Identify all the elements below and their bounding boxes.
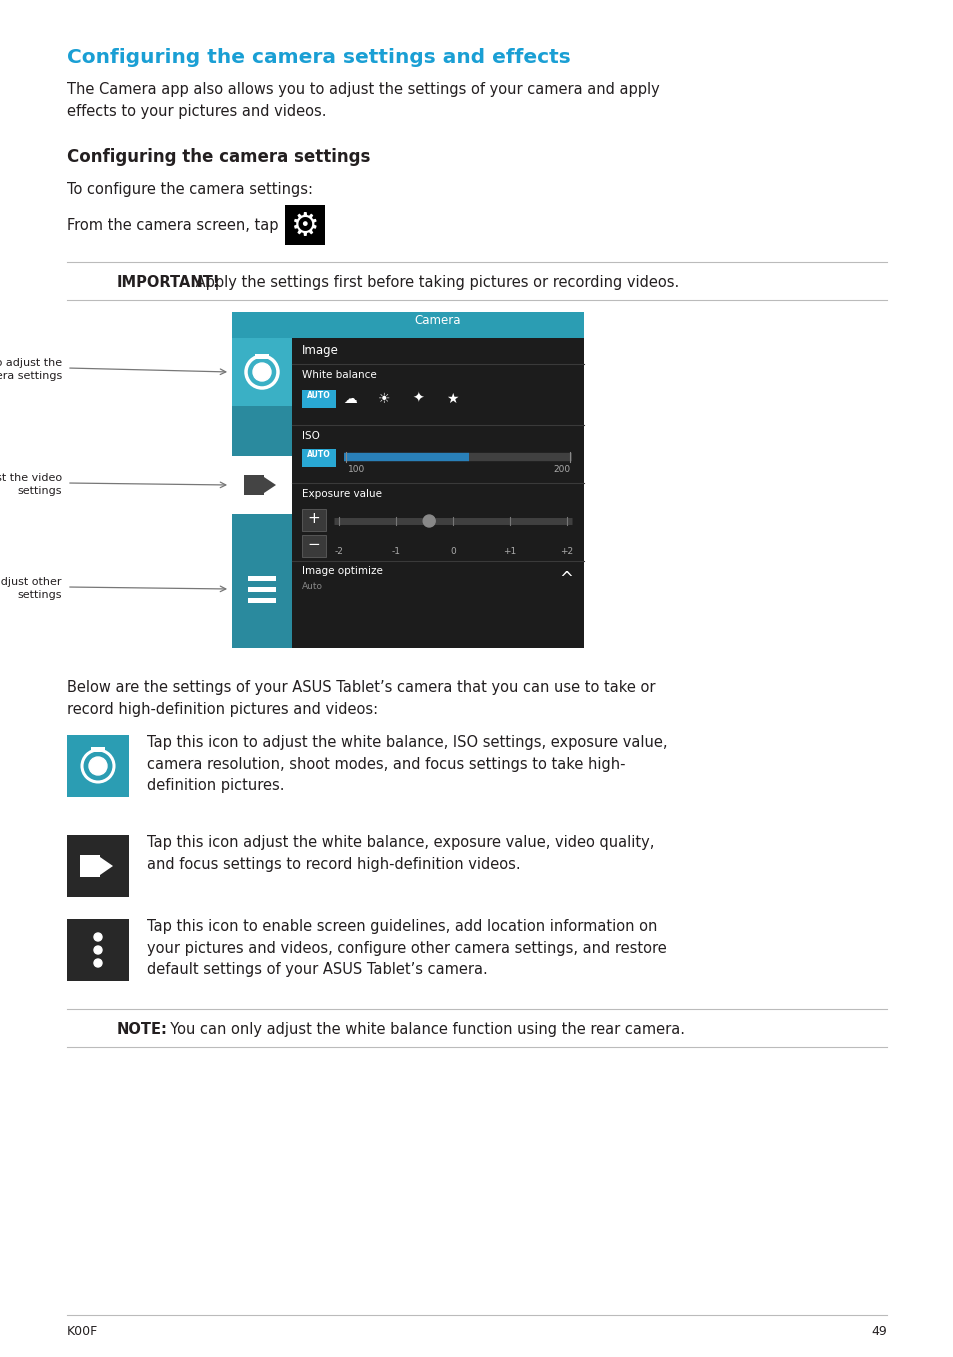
Text: ☁: ☁ xyxy=(343,392,356,406)
Text: Tap this icon to enable screen guidelines, add location information on
your pict: Tap this icon to enable screen guideline… xyxy=(147,919,666,977)
Bar xyxy=(248,598,275,603)
Bar xyxy=(67,835,129,897)
Bar xyxy=(248,575,275,581)
Text: −: − xyxy=(307,537,320,552)
Text: +1: +1 xyxy=(503,547,517,556)
Text: Camera: Camera xyxy=(415,313,460,327)
Text: IMPORTANT!: IMPORTANT! xyxy=(117,275,220,290)
Text: 0: 0 xyxy=(450,547,456,556)
Circle shape xyxy=(94,934,102,940)
Circle shape xyxy=(89,757,107,775)
Bar xyxy=(248,588,275,592)
Text: From the camera screen, tap: From the camera screen, tap xyxy=(67,218,278,233)
Text: 200: 200 xyxy=(553,465,569,474)
Text: ✦: ✦ xyxy=(412,392,423,406)
Text: Apply the settings first before taking pictures or recording videos.: Apply the settings first before taking p… xyxy=(191,275,679,290)
Text: 100: 100 xyxy=(348,465,365,474)
Text: To configure the camera settings:: To configure the camera settings: xyxy=(67,182,313,197)
Bar xyxy=(80,855,100,877)
Text: AUTO: AUTO xyxy=(307,451,331,459)
Bar xyxy=(244,475,264,495)
Text: Image: Image xyxy=(302,345,338,357)
Text: The Camera app also allows you to adjust the settings of your camera and apply
e: The Camera app also allows you to adjust… xyxy=(67,81,659,118)
Bar xyxy=(285,205,325,246)
Text: Tap to adjust the video: Tap to adjust the video xyxy=(0,474,62,483)
Text: Auto: Auto xyxy=(302,582,323,592)
Text: -1: -1 xyxy=(391,547,400,556)
Polygon shape xyxy=(264,478,275,493)
Text: -2: -2 xyxy=(335,547,343,556)
Text: Below are the settings of your ASUS Tablet’s camera that you can use to take or
: Below are the settings of your ASUS Tabl… xyxy=(67,680,655,716)
Text: +2: +2 xyxy=(559,547,573,556)
Text: Tap this icon to adjust the white balance, ISO settings, exposure value,
camera : Tap this icon to adjust the white balanc… xyxy=(147,735,667,794)
Text: 49: 49 xyxy=(870,1324,886,1338)
Bar xyxy=(302,535,326,556)
Polygon shape xyxy=(100,858,112,875)
Text: camera settings: camera settings xyxy=(0,370,62,381)
Bar xyxy=(67,735,129,797)
Text: You can only adjust the white balance function using the rear camera.: You can only adjust the white balance fu… xyxy=(161,1022,684,1037)
Text: +: + xyxy=(307,512,320,527)
Bar xyxy=(232,338,292,649)
Bar xyxy=(67,919,129,981)
Text: K00F: K00F xyxy=(67,1324,98,1338)
Circle shape xyxy=(253,364,271,381)
Text: settings: settings xyxy=(17,590,62,600)
FancyBboxPatch shape xyxy=(302,449,335,467)
Text: Configuring the camera settings and effects: Configuring the camera settings and effe… xyxy=(67,47,570,66)
Text: ⚙: ⚙ xyxy=(291,212,319,243)
Bar xyxy=(254,354,269,360)
Circle shape xyxy=(94,946,102,954)
Circle shape xyxy=(423,516,435,527)
Text: NOTE:: NOTE: xyxy=(117,1022,168,1037)
Text: Tap this icon adjust the white balance, exposure value, video quality,
and focus: Tap this icon adjust the white balance, … xyxy=(147,835,654,871)
Text: ☀: ☀ xyxy=(377,392,390,406)
Text: ISO: ISO xyxy=(302,432,319,441)
Text: Image optimize: Image optimize xyxy=(302,566,382,575)
Text: settings: settings xyxy=(17,486,62,497)
Bar xyxy=(91,746,105,752)
FancyBboxPatch shape xyxy=(302,389,335,408)
Bar xyxy=(232,312,583,338)
Text: Tap to adjust the: Tap to adjust the xyxy=(0,358,62,368)
Text: Tap to adjust other: Tap to adjust other xyxy=(0,577,62,588)
Bar xyxy=(292,338,583,649)
Bar xyxy=(302,509,326,531)
Bar xyxy=(232,456,292,514)
Text: White balance: White balance xyxy=(302,370,376,380)
Text: AUTO: AUTO xyxy=(307,391,331,400)
Bar xyxy=(232,338,292,406)
Text: Configuring the camera settings: Configuring the camera settings xyxy=(67,148,370,166)
Circle shape xyxy=(94,959,102,968)
Text: Exposure value: Exposure value xyxy=(302,489,381,499)
Text: ^: ^ xyxy=(558,570,573,588)
Text: ★: ★ xyxy=(445,392,457,406)
